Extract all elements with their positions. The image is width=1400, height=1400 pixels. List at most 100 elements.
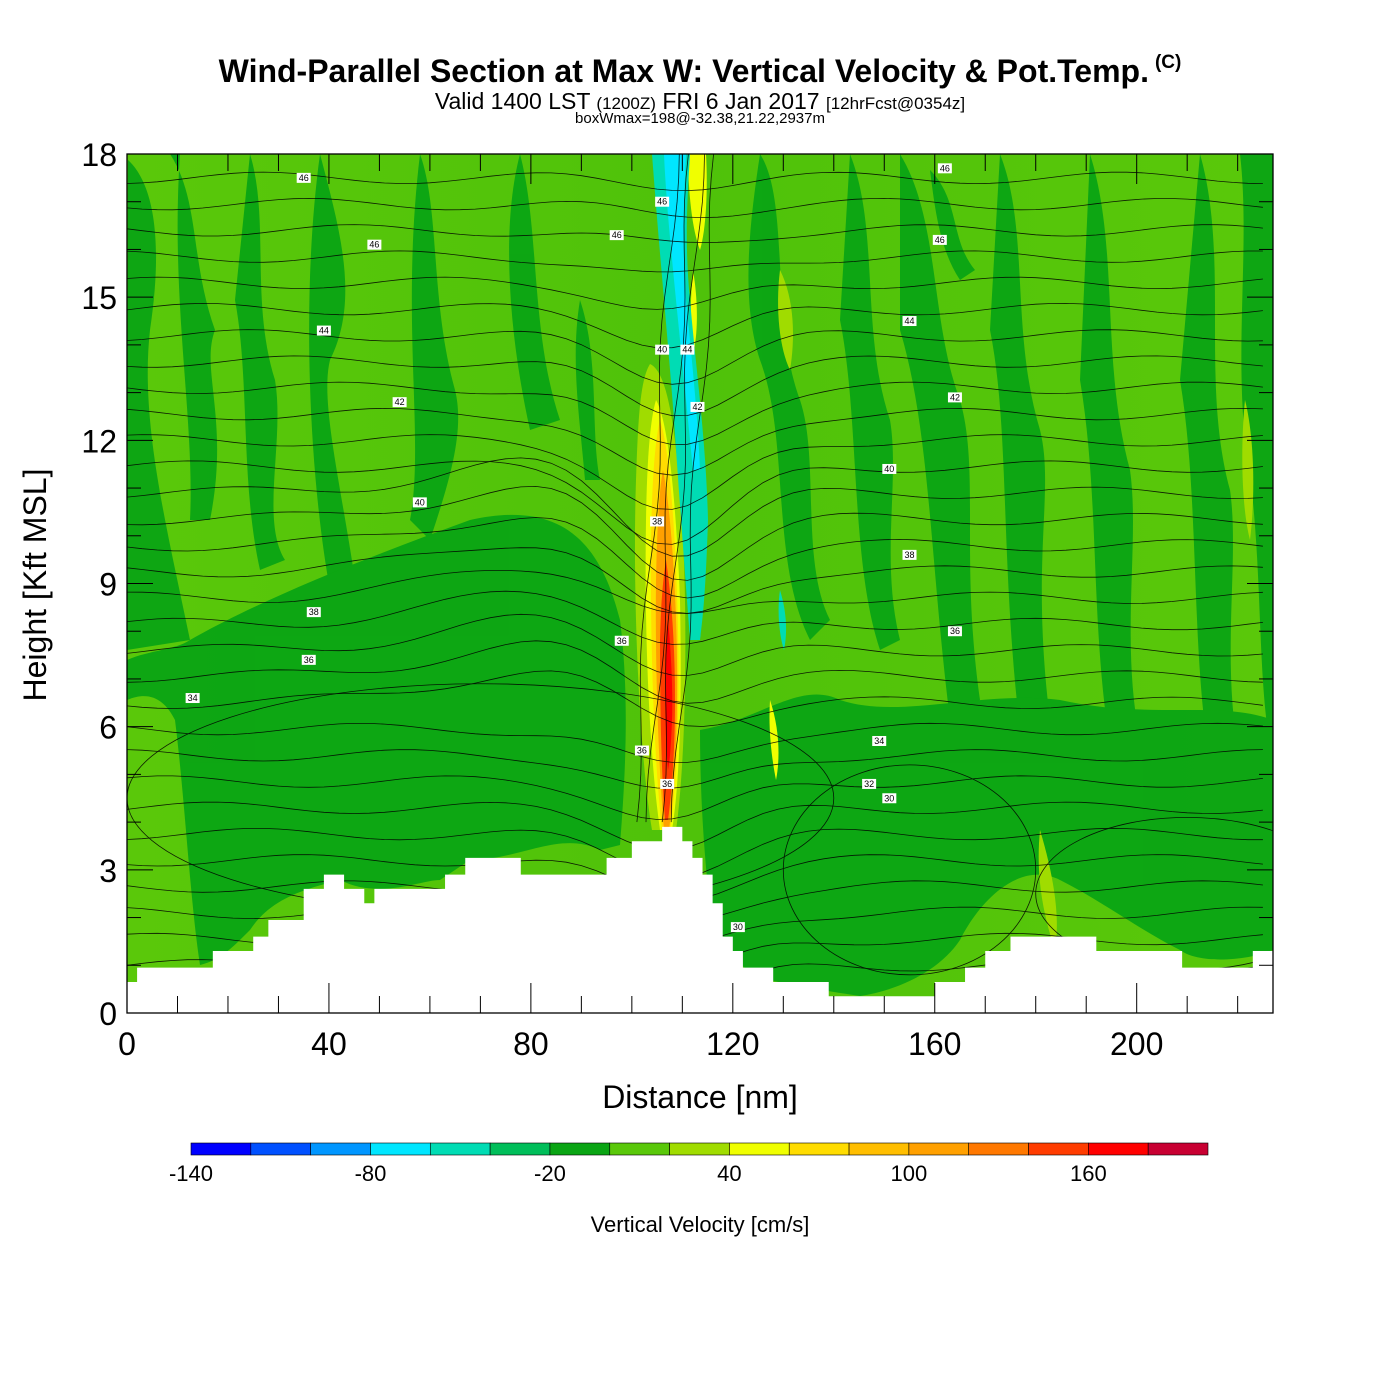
isentrope-line	[127, 460, 1263, 545]
contour-label: 44	[680, 344, 695, 355]
colorbar-swatch	[250, 1142, 311, 1156]
svg-text:42: 42	[692, 402, 702, 412]
svg-text:34: 34	[874, 736, 884, 746]
y-tick-label: 0	[99, 996, 117, 1032]
contour-label: 38	[650, 516, 665, 527]
y-tick-label: 3	[99, 853, 117, 889]
isentrope-line	[127, 276, 1263, 310]
isentrope-line	[127, 775, 1263, 820]
isentrope-line	[127, 590, 1263, 645]
colorbar-swatch	[190, 1142, 252, 1156]
terrain-mask	[127, 826, 1273, 1013]
plume-isentrope-line	[636, 154, 680, 823]
contour-label: 44	[316, 325, 331, 336]
colorbar-swatch	[310, 1142, 371, 1156]
box-wmax-subtitle: boxWmax=198@-32.38,21.22,2937m	[575, 110, 825, 127]
svg-text:44: 44	[319, 326, 329, 336]
x-axis-label: Distance [nm]	[602, 1079, 798, 1115]
contour-label: 42	[947, 392, 962, 403]
colorbar-swatch	[908, 1142, 970, 1156]
contour-label: 38	[306, 607, 321, 618]
svg-text:30: 30	[733, 922, 743, 932]
contour-label: 38	[902, 549, 917, 560]
colorbar-swatch	[1028, 1142, 1089, 1156]
contour-label: 30	[730, 922, 745, 933]
plume-isentrope-line	[661, 154, 705, 823]
y-tick-label: 12	[81, 423, 117, 459]
svg-text:46: 46	[657, 197, 667, 207]
svg-text:40: 40	[415, 497, 425, 507]
contour-label: 36	[634, 745, 649, 756]
svg-text:46: 46	[369, 240, 379, 250]
contour-label: 36	[660, 778, 675, 789]
svg-text:30: 30	[884, 793, 894, 803]
updraft-highlights	[778, 270, 1254, 950]
isentrope-line	[127, 302, 1263, 349]
isentrope-line	[127, 749, 1263, 789]
x-tick-label: 40	[311, 1026, 347, 1062]
colorbar-tick-label: 100	[891, 1161, 928, 1186]
contour-label: 40	[882, 463, 897, 474]
isentrope-line	[127, 355, 1263, 417]
y-axis-label: Height [Kft MSL]	[17, 469, 53, 702]
svg-text:38: 38	[309, 607, 319, 617]
contour-label: 34	[185, 693, 200, 704]
downdraft-plume	[652, 154, 787, 650]
colorbar-swatch	[489, 1142, 551, 1156]
contour-label: 36	[301, 654, 316, 665]
isentrope-line	[127, 329, 1263, 385]
contour-label: 36	[614, 635, 629, 646]
chart-title: Wind-Parallel Section at Max W: Vertical…	[218, 52, 1182, 89]
x-tick-label: 120	[706, 1026, 759, 1062]
contour-label: 46	[937, 163, 952, 174]
contour-label: 36	[947, 626, 962, 637]
isentrope-line	[127, 517, 1263, 599]
contour-labels: 46 46 46 46 46 46 44 44 44 42 42 42 40 40 40 38 38 38 36 36…	[185, 163, 962, 933]
y-tick-label: 6	[99, 710, 117, 746]
isentrope-line	[127, 722, 1263, 763]
x-tick-label: 160	[908, 1026, 961, 1062]
closed-contour	[782, 764, 1037, 976]
colorbar-tick-label: -140	[169, 1161, 213, 1186]
contour-label: 34	[872, 735, 887, 746]
svg-text:36: 36	[304, 655, 314, 665]
contour-label: 46	[367, 239, 382, 250]
isentrope-line	[127, 640, 1263, 704]
colorbar-tick-label: 40	[717, 1161, 741, 1186]
svg-text:38: 38	[652, 516, 662, 526]
x-tick-label: 80	[513, 1026, 549, 1062]
colorbar-tick-label: -80	[355, 1161, 387, 1186]
isentrope-line	[127, 171, 1263, 192]
svg-text:32: 32	[864, 779, 874, 789]
svg-text:46: 46	[612, 230, 622, 240]
colorbar-label: Vertical Velocity [cm/s]	[591, 1212, 810, 1237]
contour-label: 40	[412, 497, 427, 508]
isentrope-line	[127, 547, 1263, 614]
svg-text:42: 42	[950, 392, 960, 402]
svg-text:36: 36	[950, 626, 960, 636]
contour-label: 46	[296, 172, 311, 183]
svg-text:44: 44	[682, 345, 692, 355]
isentrope-line	[127, 801, 1263, 851]
colorbar-swatch	[609, 1142, 670, 1156]
isentrope-line	[127, 570, 1263, 615]
svg-text:36: 36	[637, 746, 647, 756]
plume-isentrope-line	[645, 154, 689, 823]
colorbar-swatch	[848, 1142, 910, 1156]
svg-text:46: 46	[935, 235, 945, 245]
y-tick-label: 9	[99, 567, 117, 603]
svg-text:40: 40	[657, 345, 667, 355]
svg-text:36: 36	[617, 636, 627, 646]
colorbar-tick-label: 160	[1070, 1161, 1107, 1186]
plume-isentrope-line	[670, 154, 714, 823]
x-axis-ticks: 0 40 80 120 160 200	[118, 154, 1239, 1062]
valid-time-subtitle: Valid 1400 LST (1200Z) FRI 6 Jan 2017 [1…	[434, 88, 966, 114]
contour-label: 42	[690, 401, 705, 412]
y-tick-label: 18	[81, 137, 117, 173]
isentrope-line	[127, 197, 1263, 219]
isentrope-line	[127, 224, 1263, 243]
contour-label: 46	[655, 196, 670, 207]
colorbar-swatch	[968, 1142, 1029, 1156]
